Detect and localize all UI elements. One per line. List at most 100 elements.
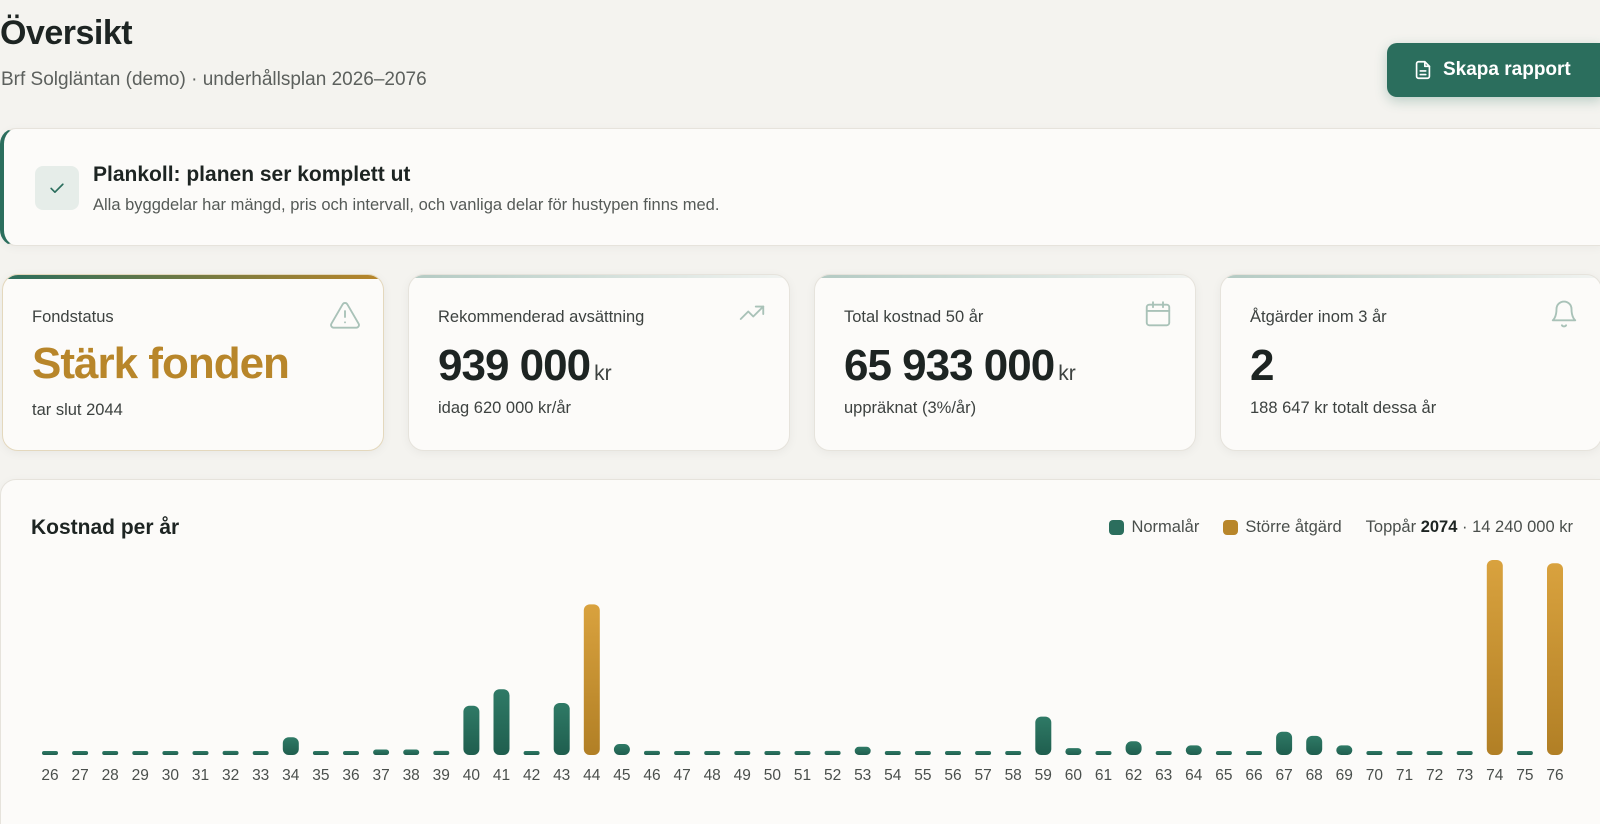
- bar-74: [1486, 560, 1503, 755]
- x-tick-label: 63: [1155, 767, 1172, 784]
- legend-normal: Normalår: [1109, 518, 1199, 537]
- x-tick-label: 70: [1366, 767, 1384, 784]
- bar-37: [373, 749, 390, 755]
- stat-value: 939 000 kr: [438, 341, 612, 390]
- x-tick-label: 64: [1185, 767, 1203, 784]
- x-tick-label: 71: [1396, 767, 1413, 784]
- bar-42: [523, 751, 540, 755]
- x-tick-label: 50: [764, 767, 782, 784]
- bar-66: [1246, 751, 1262, 755]
- x-tick-label: 47: [673, 767, 690, 784]
- bar-56: [945, 751, 961, 755]
- bar-26: [42, 751, 58, 755]
- x-tick-label: 54: [884, 767, 902, 784]
- plan-check-card: Plankoll: planen ser komplett ut Alla by…: [0, 128, 1600, 246]
- x-tick-label: 58: [1005, 767, 1022, 784]
- x-tick-label: 29: [132, 767, 149, 784]
- x-tick-label: 60: [1065, 767, 1083, 784]
- stat-value: 65 933 000 kr: [844, 341, 1076, 390]
- chart-legend: Normalår Större åtgärd Toppår 2074 · 14 …: [1109, 518, 1573, 537]
- stat-label: Rekommenderad avsättning: [438, 308, 645, 326]
- bar-44: [583, 604, 600, 755]
- legend-swatch-major: [1223, 520, 1239, 535]
- check-icon: [35, 166, 79, 210]
- bar-46: [644, 750, 660, 755]
- bar-39: [433, 750, 450, 755]
- x-tick-label: 68: [1306, 767, 1323, 784]
- bar-27: [72, 751, 89, 755]
- legend-swatch-normal: [1109, 520, 1125, 535]
- x-tick-label: 26: [41, 767, 58, 784]
- stat-sub: idag 620 000 kr/år: [438, 399, 572, 417]
- x-tick-label: 42: [523, 767, 540, 784]
- bar-41: [493, 689, 510, 755]
- x-tick-label: 73: [1456, 767, 1473, 784]
- x-tick-label: 37: [372, 767, 389, 784]
- x-tick-label: 66: [1245, 767, 1262, 784]
- x-tick-label: 61: [1095, 767, 1112, 784]
- bar-31: [192, 751, 209, 755]
- stat-value: 2: [1250, 341, 1275, 390]
- page-title: Översikt: [0, 14, 133, 52]
- x-tick-label: 57: [974, 767, 991, 784]
- bar-58: [1005, 751, 1022, 755]
- x-tick-label: 72: [1426, 767, 1443, 784]
- bar-64: [1185, 745, 1202, 755]
- bar-32: [222, 750, 239, 755]
- legend-major: Större åtgärd: [1223, 518, 1342, 537]
- bar-38: [403, 749, 420, 755]
- x-tick-label: 41: [493, 767, 510, 784]
- bar-54: [884, 751, 901, 755]
- plan-check-title: Plankoll: planen ser komplett ut: [93, 163, 411, 186]
- x-tick-label: 28: [102, 767, 119, 784]
- stat-sub: 188 647 kr totalt dessa år: [1250, 399, 1437, 417]
- x-tick-label: 67: [1275, 767, 1292, 784]
- calendar-icon: [1143, 299, 1173, 334]
- x-tick-label: 56: [944, 767, 961, 784]
- bar-34: [282, 737, 299, 755]
- bar-72: [1426, 751, 1443, 755]
- x-tick-label: 39: [433, 767, 450, 784]
- bar-75: [1516, 751, 1533, 755]
- bar-47: [674, 751, 691, 755]
- bar-68: [1306, 735, 1323, 755]
- bell-icon: [1549, 299, 1579, 334]
- x-tick-label: 52: [824, 767, 841, 784]
- bar-71: [1396, 751, 1413, 755]
- bar-63: [1155, 751, 1172, 755]
- bar-36: [343, 751, 359, 755]
- bar-53: [854, 746, 871, 755]
- x-tick-label: 30: [162, 767, 180, 784]
- x-tick-label: 49: [734, 767, 751, 784]
- create-report-button[interactable]: Skapa rapport: [1387, 43, 1600, 97]
- x-tick-label: 34: [282, 767, 300, 784]
- stat-sub: tar slut 2044: [32, 401, 123, 419]
- stat-card-recommended-allocation: Rekommenderad avsättning 939 000 kr idag …: [408, 274, 790, 451]
- bar-45: [613, 744, 630, 755]
- x-tick-label: 32: [222, 767, 239, 784]
- bar-59: [1035, 716, 1052, 755]
- page-subtitle: Brf Solgläntan (demo) · underhållsplan 2…: [1, 69, 427, 90]
- stat-label: Åtgärder inom 3 år: [1250, 308, 1387, 326]
- x-tick-label: 46: [643, 767, 660, 784]
- x-tick-label: 62: [1125, 767, 1142, 784]
- create-report-label: Skapa rapport: [1443, 59, 1571, 80]
- x-tick-label: 75: [1516, 767, 1533, 784]
- stat-card-fund-status: Fondstatus Stärk fonden tar slut 2044: [2, 274, 384, 451]
- peak-year-summary: Toppår 2074 · 14 240 000 kr: [1365, 518, 1573, 536]
- trending-up-icon: [737, 299, 767, 334]
- bar-65: [1215, 751, 1232, 755]
- bar-49: [734, 751, 751, 755]
- stat-label: Total kostnad 50 år: [844, 308, 984, 326]
- stat-value: Stärk fonden: [32, 339, 290, 388]
- stat-card-total-cost: Total kostnad 50 år 65 933 000 kr uppräkn…: [814, 274, 1196, 451]
- bar-29: [132, 751, 149, 755]
- bar-50: [764, 751, 781, 755]
- plan-check-text: Alla byggdelar har mängd, pris och inter…: [93, 196, 720, 214]
- x-tick-label: 45: [613, 767, 630, 784]
- x-tick-label: 36: [342, 767, 359, 784]
- x-tick-label: 33: [252, 767, 269, 784]
- bar-67: [1276, 731, 1293, 755]
- bar-48: [704, 751, 721, 755]
- cost-per-year-chart-card: Kostnad per år Normalår Större åtgärd To…: [0, 479, 1600, 824]
